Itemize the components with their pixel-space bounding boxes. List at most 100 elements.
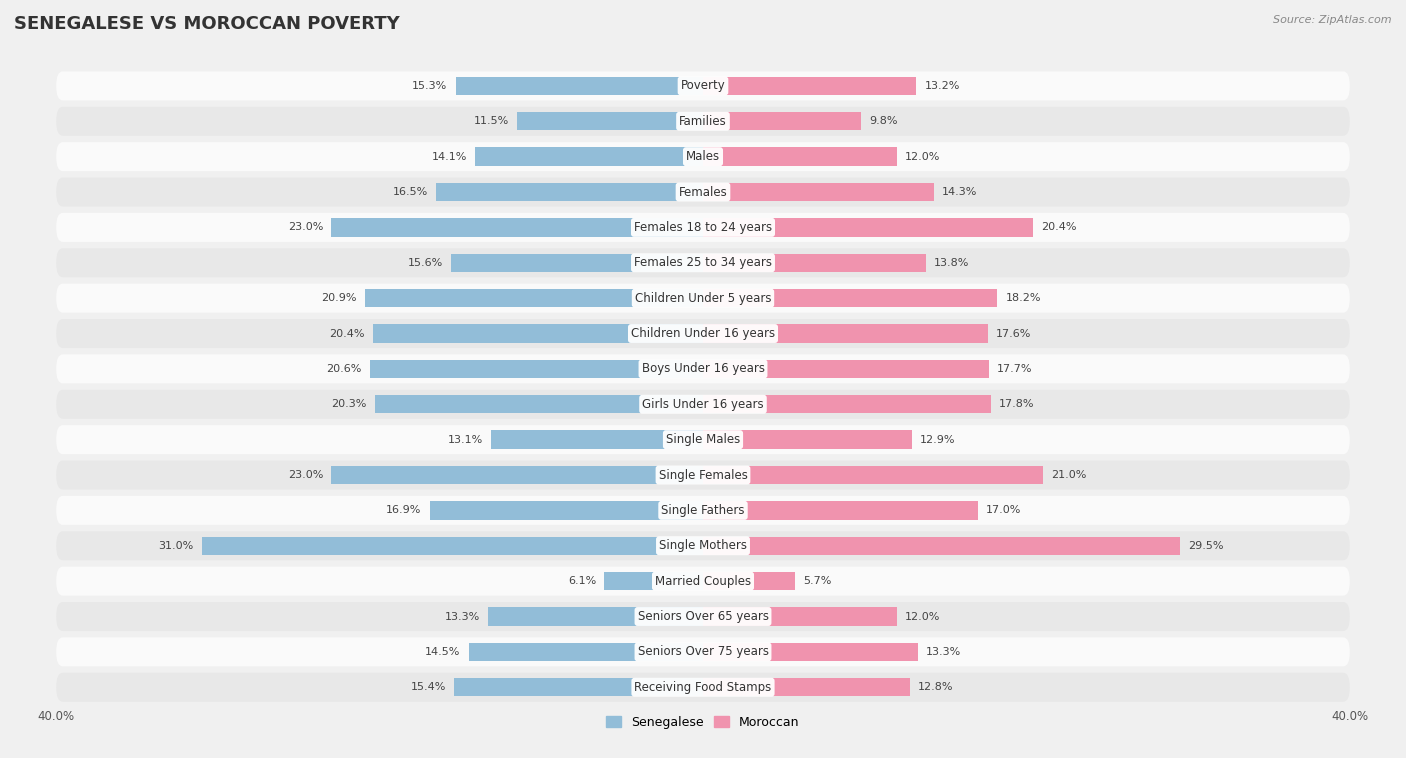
Text: 15.4%: 15.4% [411,682,446,692]
Text: Receiving Food Stamps: Receiving Food Stamps [634,681,772,694]
Text: 12.8%: 12.8% [918,682,953,692]
Text: 11.5%: 11.5% [474,116,509,127]
Text: 9.8%: 9.8% [869,116,898,127]
FancyBboxPatch shape [56,425,1350,454]
FancyBboxPatch shape [56,213,1350,242]
Text: Males: Males [686,150,720,163]
Bar [475,148,703,166]
Text: 14.1%: 14.1% [432,152,467,161]
Bar [451,254,703,272]
Text: Source: ZipAtlas.com: Source: ZipAtlas.com [1274,15,1392,25]
Text: Married Couples: Married Couples [655,575,751,587]
Text: Seniors Over 65 years: Seniors Over 65 years [637,610,769,623]
Text: 14.3%: 14.3% [942,187,977,197]
FancyBboxPatch shape [56,107,1350,136]
Bar [430,501,703,519]
Bar [703,607,897,625]
Text: 29.5%: 29.5% [1188,540,1223,551]
Text: Single Females: Single Females [658,468,748,481]
Text: Seniors Over 75 years: Seniors Over 75 years [637,645,769,659]
FancyBboxPatch shape [56,496,1350,525]
FancyBboxPatch shape [56,177,1350,206]
FancyBboxPatch shape [56,143,1350,171]
Bar [703,77,917,95]
FancyBboxPatch shape [56,637,1350,666]
Text: 15.3%: 15.3% [412,81,447,91]
Bar [703,678,910,697]
Bar [605,572,703,590]
Bar [436,183,703,201]
FancyBboxPatch shape [56,319,1350,348]
Text: 20.3%: 20.3% [332,399,367,409]
Text: 15.6%: 15.6% [408,258,443,268]
Bar [703,572,796,590]
Text: 17.8%: 17.8% [998,399,1035,409]
FancyBboxPatch shape [56,71,1350,100]
Bar [703,112,862,130]
Text: 23.0%: 23.0% [288,470,323,480]
FancyBboxPatch shape [56,673,1350,702]
Bar [703,360,990,378]
FancyBboxPatch shape [56,283,1350,312]
Text: 21.0%: 21.0% [1050,470,1085,480]
Bar [703,218,1033,236]
Text: 20.9%: 20.9% [322,293,357,303]
Bar [373,324,703,343]
Bar [703,148,897,166]
Legend: Senegalese, Moroccan: Senegalese, Moroccan [602,711,804,734]
Bar [703,395,991,413]
Text: 12.0%: 12.0% [905,612,941,622]
Text: 14.5%: 14.5% [425,647,461,657]
Bar [703,537,1180,555]
Text: Single Males: Single Males [666,433,740,446]
Bar [703,183,934,201]
Text: Poverty: Poverty [681,80,725,92]
Bar [703,466,1043,484]
Text: 23.0%: 23.0% [288,222,323,233]
Bar [488,607,703,625]
Text: Families: Families [679,114,727,128]
Bar [703,643,918,661]
Bar [202,537,703,555]
Text: Children Under 5 years: Children Under 5 years [634,292,772,305]
Bar [370,360,703,378]
Text: Females 18 to 24 years: Females 18 to 24 years [634,221,772,234]
Bar [332,466,703,484]
Text: Girls Under 16 years: Girls Under 16 years [643,398,763,411]
Bar [454,678,703,697]
Bar [517,112,703,130]
FancyBboxPatch shape [56,355,1350,384]
Text: 17.0%: 17.0% [986,506,1021,515]
Bar [332,218,703,236]
Text: 16.5%: 16.5% [392,187,429,197]
Text: 20.6%: 20.6% [326,364,361,374]
Bar [703,431,911,449]
Text: 17.6%: 17.6% [995,328,1031,339]
Text: 16.9%: 16.9% [387,506,422,515]
Text: 13.1%: 13.1% [449,434,484,445]
Text: 6.1%: 6.1% [568,576,596,586]
Text: Females: Females [679,186,727,199]
Text: 17.7%: 17.7% [997,364,1033,374]
Bar [375,395,703,413]
Text: SENEGALESE VS MOROCCAN POVERTY: SENEGALESE VS MOROCCAN POVERTY [14,15,399,33]
Text: Children Under 16 years: Children Under 16 years [631,327,775,340]
FancyBboxPatch shape [56,249,1350,277]
Text: 20.4%: 20.4% [329,328,366,339]
Bar [456,77,703,95]
Text: 5.7%: 5.7% [803,576,831,586]
Text: 13.8%: 13.8% [934,258,970,268]
Text: Females 25 to 34 years: Females 25 to 34 years [634,256,772,269]
Text: 31.0%: 31.0% [159,540,194,551]
FancyBboxPatch shape [56,390,1350,418]
Text: 12.9%: 12.9% [920,434,955,445]
Text: 20.4%: 20.4% [1040,222,1077,233]
Text: 13.3%: 13.3% [444,612,479,622]
FancyBboxPatch shape [56,602,1350,631]
Text: Single Fathers: Single Fathers [661,504,745,517]
Text: Single Mothers: Single Mothers [659,539,747,553]
FancyBboxPatch shape [56,567,1350,596]
FancyBboxPatch shape [56,461,1350,490]
Text: 13.2%: 13.2% [925,81,960,91]
Bar [703,324,987,343]
